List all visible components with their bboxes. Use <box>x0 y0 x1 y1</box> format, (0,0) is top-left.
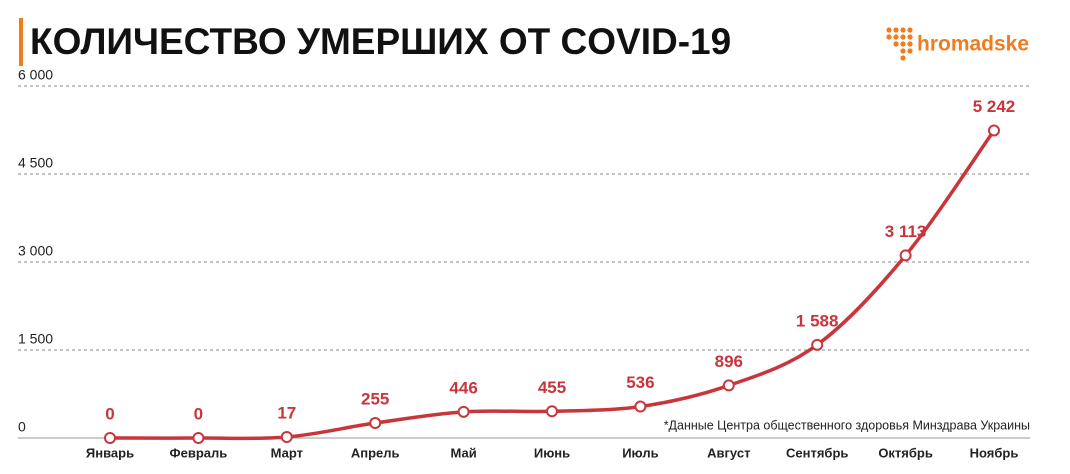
data-line <box>109 129 996 441</box>
x-tick-label: Март <box>271 445 303 460</box>
value-label: 5 242 <box>973 97 1016 116</box>
title-accent <box>19 18 23 66</box>
value-label: 1 588 <box>796 311 839 330</box>
value-label: 0 <box>194 404 203 423</box>
y-tick-label: 6 000 <box>18 67 53 83</box>
data-point <box>457 405 470 418</box>
x-tick-label: Сентябрь <box>786 445 848 460</box>
logo-text: hromadske <box>917 33 1029 56</box>
y-tick-label: 4 500 <box>18 155 53 171</box>
value-label: 17 <box>277 403 296 422</box>
data-point <box>811 338 824 351</box>
x-tick-label: Январь <box>86 445 134 460</box>
value-label: 446 <box>449 378 477 397</box>
data-point <box>369 417 382 430</box>
y-tick-label: 0 <box>18 419 26 435</box>
x-tick-label: Август <box>707 445 750 460</box>
x-tick-label: Февраль <box>170 445 228 460</box>
data-point <box>280 431 293 444</box>
data-point <box>192 432 205 444</box>
chart-title: КОЛИЧЕСТВО УМЕРШИХ ОТ COVID-19 <box>30 21 731 62</box>
value-label: 0 <box>105 404 114 423</box>
value-label: 896 <box>715 352 743 371</box>
value-label: 455 <box>538 378 566 397</box>
logo-icon <box>886 27 913 61</box>
source-note: *Данные Центра общественного здоровья Ми… <box>664 418 1030 432</box>
data-point <box>634 400 647 413</box>
data-point <box>988 124 1000 137</box>
value-label: 3 113 <box>885 222 927 241</box>
y-tick-label: 3 000 <box>18 243 53 259</box>
data-point <box>104 432 116 444</box>
data-point <box>722 379 735 392</box>
data-point <box>899 249 912 262</box>
x-tick-label: Июнь <box>534 445 570 460</box>
x-tick-label: Октябрь <box>878 445 933 460</box>
x-tick-label: Ноябрь <box>970 445 1019 460</box>
data-point <box>546 405 558 418</box>
x-tick-label: Май <box>450 445 476 460</box>
x-tick-label: Июль <box>622 445 658 460</box>
y-tick-label: 1 500 <box>18 331 53 347</box>
value-label: 536 <box>626 373 654 392</box>
x-tick-label: Апрель <box>351 445 400 460</box>
value-label: 255 <box>361 390 389 409</box>
